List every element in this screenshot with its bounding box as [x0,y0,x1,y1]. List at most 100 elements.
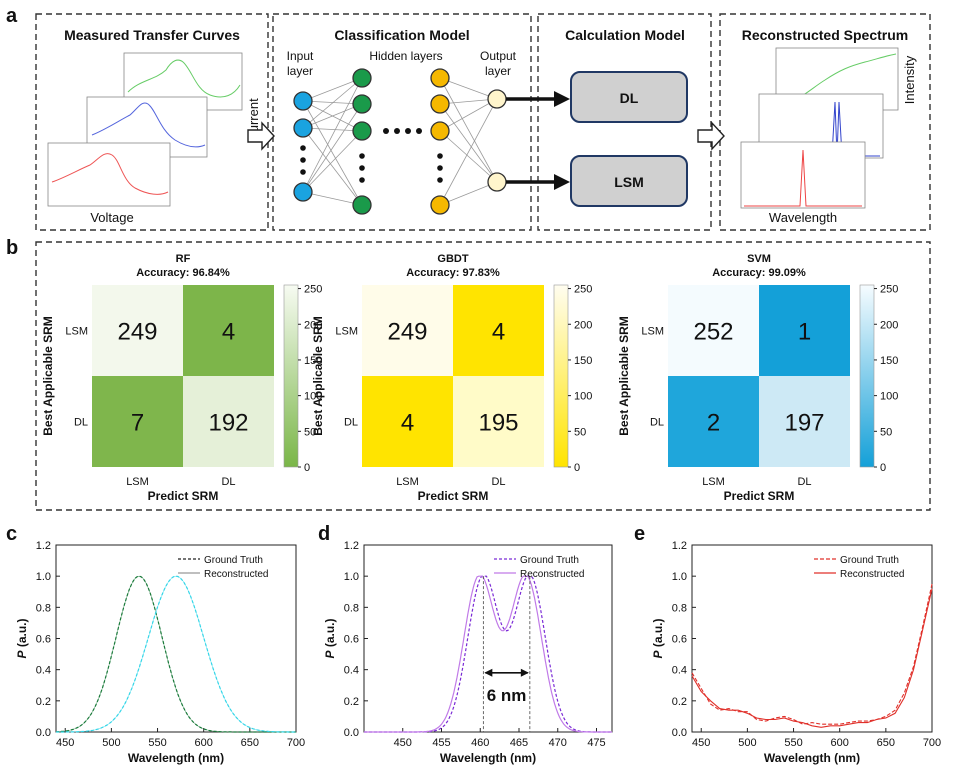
reconstructed-box [719,13,931,231]
x-tick-label: 475 [587,737,605,749]
x-tick-label: 455 [432,737,450,749]
y-axis-label-unit: (a.u.) [651,618,665,650]
y-axis-label: P (a.u.) [15,618,29,658]
transfer-curves: Current Voltage [47,52,261,225]
x-tick-label: 450 [394,737,412,749]
y-tick-label: 0.4 [36,665,51,677]
x-tick-label: 470 [549,737,567,749]
matrix-value: 192 [208,410,248,437]
arrow-to-lsm-head [554,174,570,190]
network-node [487,172,507,192]
y-tick-label: 0.4 [672,665,687,677]
chart-d: 450 455 460 465 470 475 0.0 0.2 0.4 0.6 0.8 1.0 1.2 W… [323,540,613,765]
matrix-cell [92,376,183,467]
series-reconstructed [691,588,933,728]
y-axis-label-symbol: P [15,650,29,659]
legend-label: Ground Truth [204,555,263,566]
x-tick-label: 450 [56,737,74,749]
ellipsis-dot [359,153,365,159]
matrix-value: 2 [707,410,720,437]
y-tick-label: 0.6 [344,634,359,646]
y-tick-label: 0.2 [36,696,51,708]
matrix-xlabel: Predict SRM [148,489,219,503]
matrix-cell [453,285,544,376]
matrix-col-label: LSM [396,476,419,488]
colorbar-tick-label: 200 [574,319,592,331]
wavelength-label: Wavelength [769,210,837,225]
colorbar-tick-label: 250 [574,284,592,296]
matrix-value: 7 [131,410,144,437]
matrix-row-label: LSM [65,326,88,338]
network-edge [439,103,498,183]
x-axis-label: Wavelength (nm) [128,751,224,765]
chart-e: 450 500 550 600 650 700 0.0 0.2 0.4 0.6 0.8 1.0 1.2 W… [651,540,941,765]
network-edge [302,103,363,193]
ellipsis-dot [300,169,306,175]
lsm-box [570,155,688,207]
matrix-accuracy: Accuracy: 96.84% [136,267,230,279]
x-tick-label: 465 [510,737,528,749]
legend-label: Reconstructed [840,569,904,580]
panel-letter-d: d [318,523,330,545]
x-axis-label: Wavelength (nm) [764,751,860,765]
network-edge [302,100,363,206]
matrix-value: 4 [401,410,414,437]
y-tick-label: 0.6 [672,634,687,646]
matrix-cell [759,285,850,376]
series-reconstructed [56,575,296,733]
y-axis-label: P (a.u.) [651,618,665,658]
colorbar-tick-label: 50 [304,426,316,438]
matrix-value: 252 [693,319,733,346]
x-tick-label: 500 [738,737,756,749]
network-node [352,94,372,114]
ellipsis-dot [394,128,400,134]
network-edge [439,77,498,100]
colorbar-tick-label: 100 [880,391,898,403]
network-edge [302,127,363,206]
y-tick-label: 0.0 [344,727,359,739]
dl-box-label: DL [620,90,639,106]
network-node [430,94,450,114]
y-tick-label: 0.8 [672,602,687,614]
ellipsis-dot [405,128,411,134]
spacing-annotation: 6 nm [487,686,527,705]
legend-label: Reconstructed [204,569,268,580]
y-tick-label: 0.8 [344,602,359,614]
output-layer-label-2: layer [485,64,511,78]
y-axis-label: P (a.u.) [323,618,337,658]
colorbar-tick-label: 250 [880,284,898,296]
series-ground-truth [55,575,296,733]
colorbar-tick-label: 150 [880,355,898,367]
ellipsis-dot [437,153,443,159]
y-tick-label: 0.0 [36,727,51,739]
colorbar-tick-label: 150 [574,355,592,367]
output-layer-label-1: Output [480,49,517,63]
matrix-value: 1 [798,319,811,346]
neural-network: Input layer Hidden layers Output layer [287,49,517,215]
ellipsis-dot [359,165,365,171]
matrix-ylabel: Best Applicable SRM [41,316,55,436]
calculation-title: Calculation Model [565,27,685,43]
matrix-name: GBDT [437,253,468,265]
y-tick-label: 0.4 [344,665,359,677]
series-ground-truth [691,583,933,725]
colorbar [859,284,875,468]
y-tick-label: 0.2 [672,696,687,708]
matrix-value: 4 [222,319,235,346]
network-edges [302,77,498,206]
network-node [293,182,313,202]
y-tick-label: 0.6 [36,634,51,646]
matrix-cell [453,376,544,467]
network-node [487,89,507,109]
matrix-cell [668,376,759,467]
transfer-frame-red [47,142,171,207]
matrix-cell [183,376,274,467]
classification-box [272,13,532,231]
panel-letter-e: e [634,523,645,545]
network-edge [439,98,498,132]
matrix-cell [362,285,453,376]
arrow-to-reconstructed [697,121,725,151]
network-edge [439,98,498,206]
y-tick-label: 0.8 [36,602,51,614]
